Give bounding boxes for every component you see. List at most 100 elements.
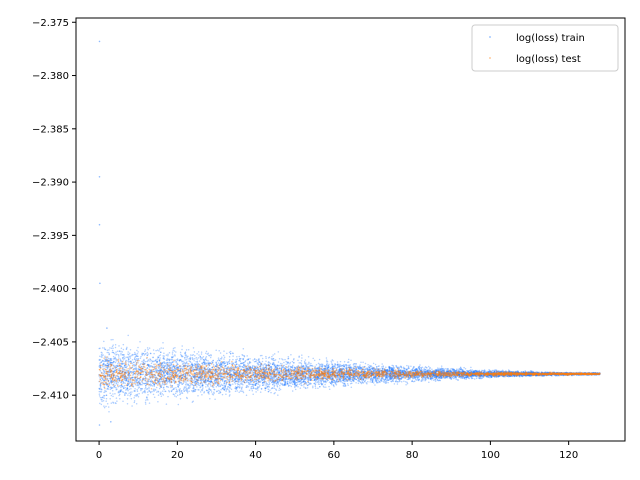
data-point xyxy=(487,371,490,374)
data-point xyxy=(381,366,383,368)
data-point xyxy=(273,359,276,362)
data-point xyxy=(459,366,462,368)
data-point xyxy=(184,359,186,361)
data-point xyxy=(359,381,362,383)
data-point xyxy=(229,370,231,372)
data-point xyxy=(377,367,379,370)
data-point xyxy=(553,371,556,374)
data-point xyxy=(345,370,347,372)
data-point xyxy=(265,374,267,376)
data-point xyxy=(119,397,121,400)
data-point xyxy=(169,377,172,380)
data-point xyxy=(268,383,270,386)
data-point xyxy=(137,381,140,384)
data-point xyxy=(303,386,305,388)
data-point xyxy=(205,386,207,388)
data-point xyxy=(501,374,503,377)
data-point xyxy=(136,352,139,355)
data-point xyxy=(200,374,203,377)
data-point xyxy=(341,382,344,384)
data-point xyxy=(294,373,296,375)
data-point xyxy=(427,376,429,378)
data-point xyxy=(372,382,375,384)
data-point xyxy=(364,379,367,382)
data-point xyxy=(290,378,293,381)
data-point xyxy=(396,383,399,385)
data-point xyxy=(212,364,215,366)
data-point xyxy=(105,400,107,402)
data-point xyxy=(339,367,341,370)
data-point xyxy=(163,374,166,377)
data-point xyxy=(363,369,366,371)
data-point xyxy=(103,340,105,343)
data-point xyxy=(358,380,360,382)
data-point xyxy=(204,373,207,375)
data-point xyxy=(377,369,379,371)
data-point xyxy=(127,334,129,337)
data-point xyxy=(273,387,276,390)
data-point xyxy=(457,373,459,375)
data-point xyxy=(179,365,182,367)
data-point xyxy=(110,394,113,397)
data-point xyxy=(229,377,232,380)
data-point xyxy=(374,375,376,378)
data-point xyxy=(378,368,381,370)
data-point xyxy=(158,350,160,352)
data-point xyxy=(153,363,155,366)
data-point xyxy=(262,365,264,367)
data-point xyxy=(228,373,230,376)
data-point xyxy=(309,379,312,381)
data-point xyxy=(294,368,297,370)
data-point xyxy=(276,370,279,372)
data-point xyxy=(407,374,410,377)
data-point xyxy=(257,389,259,391)
data-point xyxy=(197,357,200,359)
data-point xyxy=(108,353,111,355)
data-point xyxy=(239,365,241,367)
data-point xyxy=(209,384,212,386)
data-point xyxy=(172,355,174,358)
data-point xyxy=(217,362,220,364)
data-point xyxy=(384,374,387,377)
data-point xyxy=(322,380,325,382)
data-point xyxy=(436,369,438,372)
data-point xyxy=(444,376,446,379)
data-point xyxy=(261,354,263,357)
data-point xyxy=(114,402,117,404)
data-point xyxy=(129,391,132,394)
data-point xyxy=(226,362,229,364)
data-point xyxy=(289,384,291,387)
data-point xyxy=(120,386,122,389)
data-point xyxy=(126,356,129,359)
data-point xyxy=(159,371,161,374)
data-point xyxy=(395,370,397,373)
data-point xyxy=(200,353,203,355)
data-point xyxy=(343,378,346,381)
data-point xyxy=(382,373,385,376)
data-point xyxy=(110,339,112,341)
data-point xyxy=(225,389,228,391)
data-point xyxy=(111,389,114,392)
data-point xyxy=(204,369,207,371)
data-point xyxy=(332,379,335,382)
data-point xyxy=(354,369,357,372)
data-point xyxy=(276,385,278,387)
data-point xyxy=(271,355,273,358)
data-point xyxy=(282,374,284,377)
data-point xyxy=(358,375,361,378)
data-point xyxy=(109,388,112,391)
data-point xyxy=(271,363,274,366)
data-point xyxy=(310,372,313,374)
data-point xyxy=(352,375,355,377)
data-point xyxy=(433,374,435,376)
data-point xyxy=(429,375,432,378)
data-point xyxy=(176,391,179,393)
data-point xyxy=(133,353,136,356)
data-point xyxy=(445,376,448,378)
data-point xyxy=(470,366,472,369)
data-point xyxy=(131,366,134,369)
data-point xyxy=(203,381,205,383)
data-point xyxy=(269,389,271,391)
